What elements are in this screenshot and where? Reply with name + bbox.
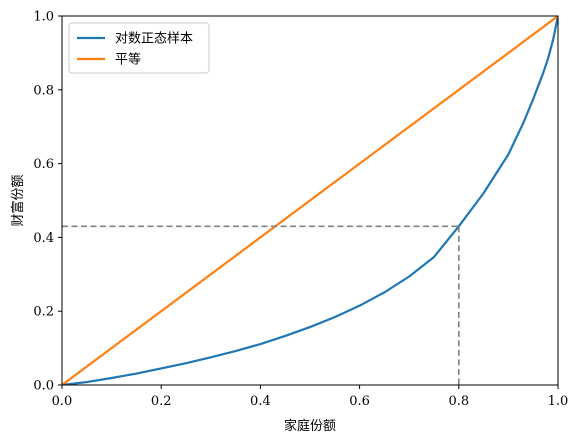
y-tick-label: 0.0 [33, 379, 54, 394]
equality-line [62, 16, 558, 385]
lognormal-sample-line [62, 16, 558, 385]
legend-box [68, 22, 210, 74]
y-axis-label: 财富份额 [10, 174, 26, 226]
x-tick-label: 0.6 [349, 394, 370, 409]
series-group [62, 16, 558, 385]
y-tick-label: 0.8 [33, 83, 54, 98]
legend-label: 平等 [115, 52, 141, 68]
axes: 0.0 0.2 0.4 0.6 0.8 1.0 0.0 0.2 0.4 0.6 0.8 1.0 家庭份额… [10, 10, 568, 435]
x-tick-label: 1.0 [548, 394, 569, 409]
y-tick-label: 1.0 [33, 10, 54, 25]
y-tick-label: 0.4 [33, 231, 54, 246]
x-tick-label: 0.0 [52, 394, 73, 409]
plot-area [62, 16, 558, 385]
axes-frame [61, 15, 559, 386]
y-tick-label: 0.2 [33, 305, 54, 320]
x-axis-label: 家庭份额 [284, 418, 336, 434]
x-tick-label: 0.4 [250, 394, 271, 409]
x-tick-label: 0.2 [151, 394, 172, 409]
legend-label: 对数正态样本 [115, 32, 193, 47]
y-tick-label: 0.6 [33, 157, 54, 172]
x-tick-label: 0.8 [448, 394, 469, 409]
